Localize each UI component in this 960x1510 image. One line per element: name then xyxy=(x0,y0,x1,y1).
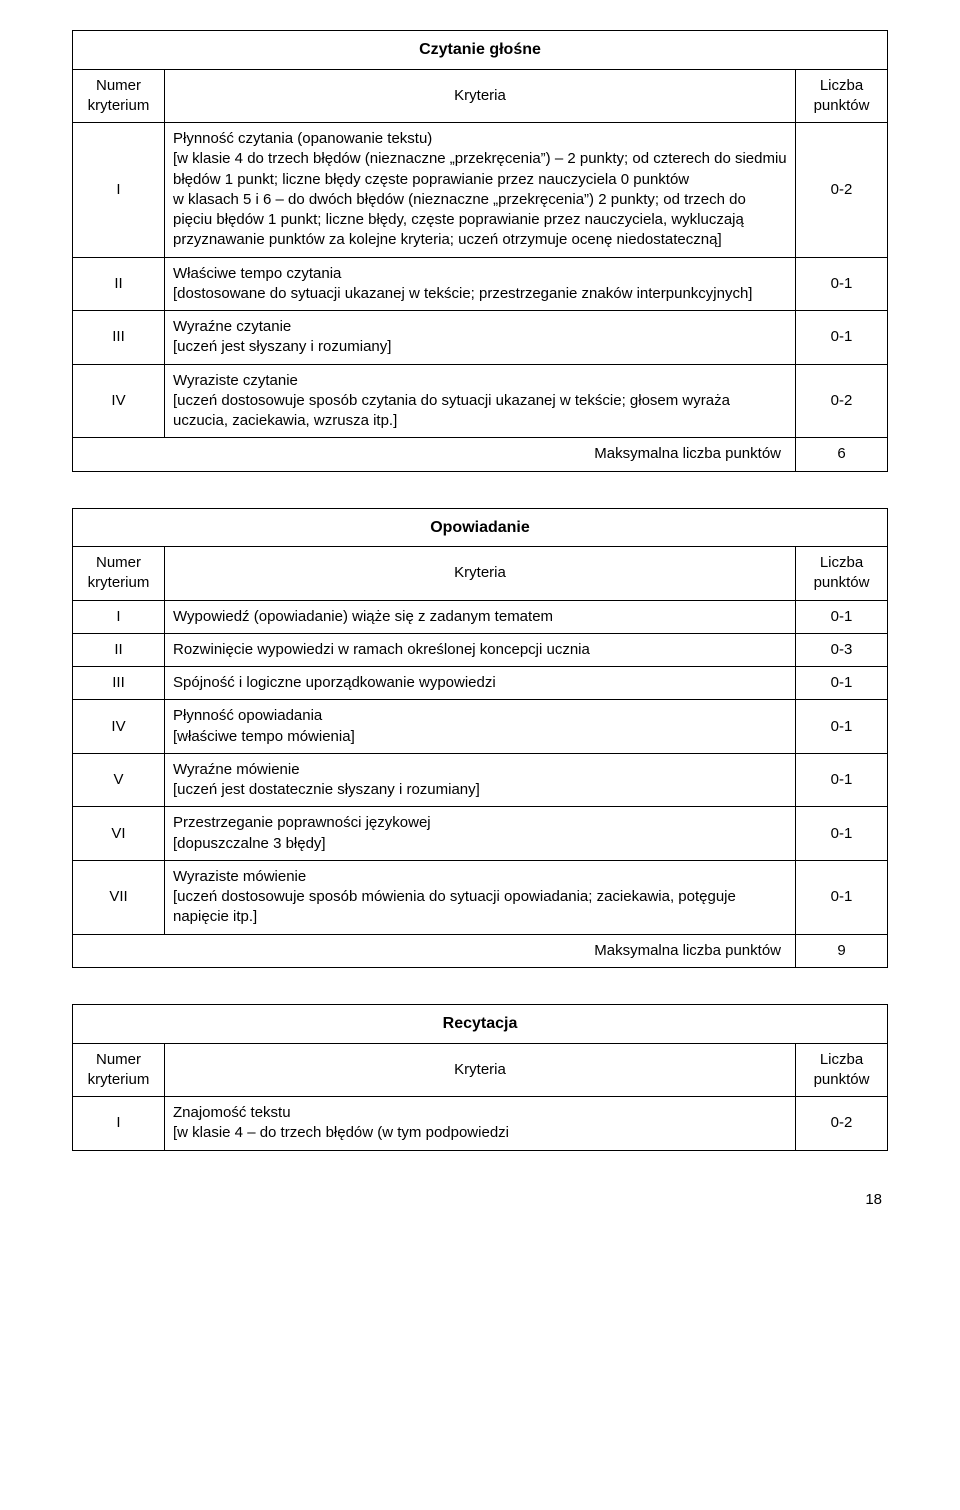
max-points-label: Maksymalna liczba punktów xyxy=(73,934,796,967)
column-header-number: Numer kryterium xyxy=(73,69,165,123)
criterion-text: Wyraźne czytanie [uczeń jest słyszany i … xyxy=(165,311,796,365)
table-row: IPłynność czytania (opanowanie tekstu) [… xyxy=(73,123,888,258)
criterion-number: III xyxy=(73,667,165,700)
criterion-text: Znajomość tekstu [w klasie 4 – do trzech… xyxy=(165,1097,796,1151)
criterion-number: VI xyxy=(73,807,165,861)
criterion-points: 0-1 xyxy=(796,311,888,365)
criteria-table: OpowiadanieNumer kryteriumKryteriaLiczba… xyxy=(72,508,888,968)
criterion-points: 0-1 xyxy=(796,700,888,754)
criterion-points: 0-1 xyxy=(796,807,888,861)
criterion-text: Właściwe tempo czytania [dostosowane do … xyxy=(165,257,796,311)
criterion-text: Wyraziste czytanie [uczeń dostosowuje sp… xyxy=(165,364,796,438)
criterion-points: 0-2 xyxy=(796,1097,888,1151)
criterion-text: Płynność czytania (opanowanie tekstu) [w… xyxy=(165,123,796,258)
table-row: IIISpójność i logiczne uporządkowanie wy… xyxy=(73,667,888,700)
criterion-number: IV xyxy=(73,700,165,754)
criteria-table: RecytacjaNumer kryteriumKryteriaLiczba p… xyxy=(72,1004,888,1151)
criterion-number: I xyxy=(73,600,165,633)
criterion-text: Przestrzeganie poprawności językowej [do… xyxy=(165,807,796,861)
criterion-points: 0-1 xyxy=(796,860,888,934)
criterion-points: 0-2 xyxy=(796,364,888,438)
criterion-text: Rozwinięcie wypowiedzi w ramach określon… xyxy=(165,633,796,666)
criterion-points: 0-2 xyxy=(796,123,888,258)
criterion-text: Płynność opowiadania [właściwe tempo mów… xyxy=(165,700,796,754)
criteria-table: Czytanie głośneNumer kryteriumKryteriaLi… xyxy=(72,30,888,472)
table-row: IIWłaściwe tempo czytania [dostosowane d… xyxy=(73,257,888,311)
criterion-text: Wyraźne mówienie [uczeń jest dostateczni… xyxy=(165,753,796,807)
table-row: IZnajomość tekstu [w klasie 4 – do trzec… xyxy=(73,1097,888,1151)
column-header-points: Liczba punktów xyxy=(796,547,888,601)
table-row: IIRozwinięcie wypowiedzi w ramach określ… xyxy=(73,633,888,666)
criterion-points: 0-1 xyxy=(796,753,888,807)
table-row: IVPłynność opowiadania [właściwe tempo m… xyxy=(73,700,888,754)
max-points-value: 9 xyxy=(796,934,888,967)
criterion-number: II xyxy=(73,257,165,311)
column-header-number: Numer kryterium xyxy=(73,547,165,601)
criterion-number: I xyxy=(73,123,165,258)
table-row: VIPrzestrzeganie poprawności językowej [… xyxy=(73,807,888,861)
column-header-number: Numer kryterium xyxy=(73,1043,165,1097)
column-header-criteria: Kryteria xyxy=(165,1043,796,1097)
criterion-number: V xyxy=(73,753,165,807)
criterion-number: II xyxy=(73,633,165,666)
table-row: VIIWyraziste mówienie [uczeń dostosowuje… xyxy=(73,860,888,934)
column-header-criteria: Kryteria xyxy=(165,547,796,601)
criterion-points: 0-1 xyxy=(796,667,888,700)
table-row: IVWyraziste czytanie [uczeń dostosowuje … xyxy=(73,364,888,438)
table-title: Opowiadanie xyxy=(73,508,888,547)
criterion-text: Spójność i logiczne uporządkowanie wypow… xyxy=(165,667,796,700)
max-points-label: Maksymalna liczba punktów xyxy=(73,438,796,471)
criterion-points: 0-1 xyxy=(796,257,888,311)
criterion-number: VII xyxy=(73,860,165,934)
page-number: 18 xyxy=(72,1191,888,1208)
table-row: IIIWyraźne czytanie [uczeń jest słyszany… xyxy=(73,311,888,365)
table-title: Czytanie głośne xyxy=(73,31,888,70)
table-row: IWypowiedź (opowiadanie) wiąże się z zad… xyxy=(73,600,888,633)
column-header-points: Liczba punktów xyxy=(796,69,888,123)
column-header-criteria: Kryteria xyxy=(165,69,796,123)
criterion-number: III xyxy=(73,311,165,365)
criterion-points: 0-3 xyxy=(796,633,888,666)
max-points-value: 6 xyxy=(796,438,888,471)
criterion-text: Wypowiedź (opowiadanie) wiąże się z zada… xyxy=(165,600,796,633)
table-row: VWyraźne mówienie [uczeń jest dostateczn… xyxy=(73,753,888,807)
criterion-text: Wyraziste mówienie [uczeń dostosowuje sp… xyxy=(165,860,796,934)
criterion-points: 0-1 xyxy=(796,600,888,633)
table-title: Recytacja xyxy=(73,1004,888,1043)
criterion-number: IV xyxy=(73,364,165,438)
criterion-number: I xyxy=(73,1097,165,1151)
column-header-points: Liczba punktów xyxy=(796,1043,888,1097)
